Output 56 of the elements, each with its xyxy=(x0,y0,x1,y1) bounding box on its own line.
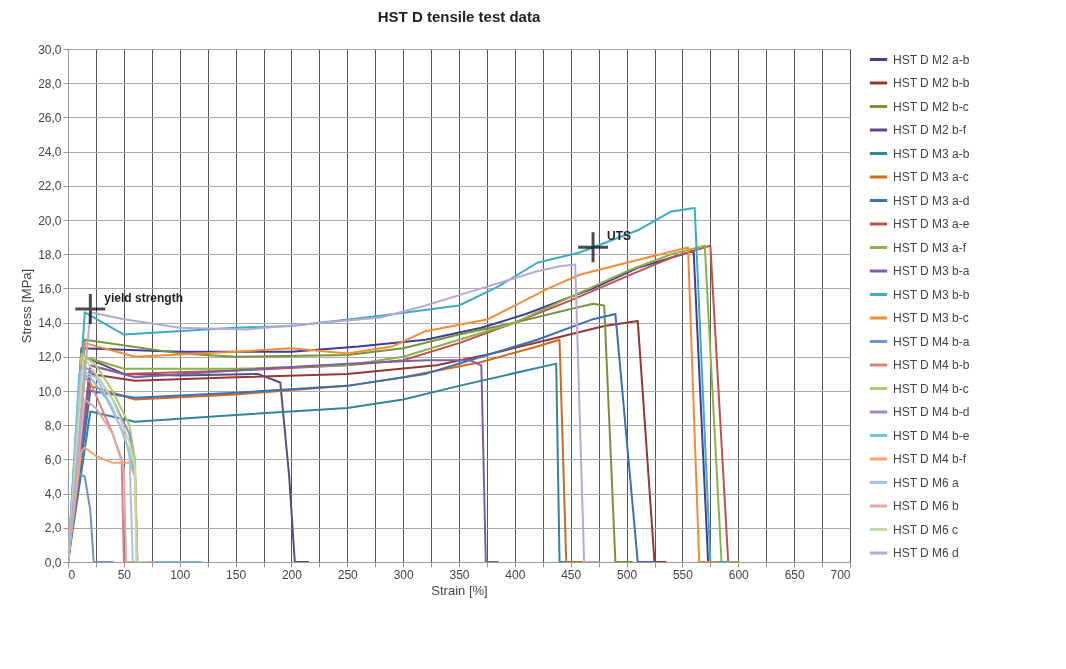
x-tick-label: 350 xyxy=(449,567,470,582)
y-tick-label: 18,0 xyxy=(38,247,62,262)
legend-label: HST D M4 b-a xyxy=(893,334,970,349)
y-axis-title: Stress [MPa] xyxy=(19,268,35,344)
x-axis-title: Strain [%] xyxy=(431,582,488,598)
y-tick-label: 2,0 xyxy=(44,521,62,536)
legend-label: HST D M4 b-e xyxy=(893,428,970,443)
x-tick-label: 150 xyxy=(226,567,247,582)
x-tick-label: 100 xyxy=(170,567,191,582)
legend-label: HST D M6 c xyxy=(893,522,959,537)
x-tick-label: 650 xyxy=(784,567,805,582)
legend-label: HST D M6 b xyxy=(893,499,960,513)
legend-label: HST D M3 a-b xyxy=(893,146,970,161)
legend-label: HST D M4 b-c xyxy=(893,381,969,396)
y-tick-label: 12,0 xyxy=(38,350,62,365)
y-tick-label: 24,0 xyxy=(38,145,62,160)
y-tick-label: 28,0 xyxy=(38,76,62,91)
legend-label: HST D M4 b-f xyxy=(893,452,967,466)
x-tick-label: 500 xyxy=(617,567,638,582)
x-tick-label: 450 xyxy=(561,567,582,582)
legend-label: HST D M3 b-b xyxy=(893,287,970,302)
legend-label: HST D M6 a xyxy=(893,475,960,490)
x-tick-label: 550 xyxy=(672,567,694,582)
y-tick-label: 14,0 xyxy=(38,316,62,331)
legend-label: HST D M3 a-d xyxy=(893,193,970,208)
x-tick-label: 300 xyxy=(393,567,414,582)
chart-title: HST D tensile test data xyxy=(377,8,541,25)
y-tick-label: 0,0 xyxy=(44,555,62,570)
legend-label: HST D M2 b-f xyxy=(893,123,967,137)
legend-label: HST D M3 b-a xyxy=(893,264,970,278)
legend-label: HST D M4 b-b xyxy=(893,358,970,372)
legend-label: HST D M2 a-b xyxy=(893,52,970,67)
legend-label: HST D M3 b-c xyxy=(893,311,969,325)
legend-label: HST D M3 a-e xyxy=(893,217,970,231)
x-tick-label: 600 xyxy=(728,567,750,582)
x-tick-label: 50 xyxy=(117,567,132,582)
y-tick-label: 26,0 xyxy=(38,110,62,125)
y-tick-label: 8,0 xyxy=(44,418,62,433)
y-tick-label: 6,0 xyxy=(44,452,62,467)
legend-label: HST D M2 b-b xyxy=(893,76,970,90)
y-tick-label: 10,0 xyxy=(38,384,62,399)
legend-label: HST D M6 d xyxy=(893,546,959,560)
y-tick-label: 22,0 xyxy=(38,179,62,194)
x-tick-label: 250 xyxy=(337,567,359,582)
y-tick-label: 4,0 xyxy=(44,487,62,502)
y-tick-label: 30,0 xyxy=(38,42,62,57)
x-tick-label: 0 xyxy=(68,567,76,582)
x-tick-label: 400 xyxy=(505,567,526,582)
legend-label: HST D M3 a-c xyxy=(893,170,969,184)
y-tick-label: 20,0 xyxy=(38,213,62,228)
legend-label: HST D M4 b-d xyxy=(893,405,970,419)
x-tick-label: 700 xyxy=(830,567,851,582)
legend-label: HST D M3 a-f xyxy=(893,240,967,255)
legend-label: HST D M2 b-c xyxy=(893,99,969,114)
y-tick-label: 16,0 xyxy=(38,281,62,296)
x-tick-label: 200 xyxy=(281,567,303,582)
